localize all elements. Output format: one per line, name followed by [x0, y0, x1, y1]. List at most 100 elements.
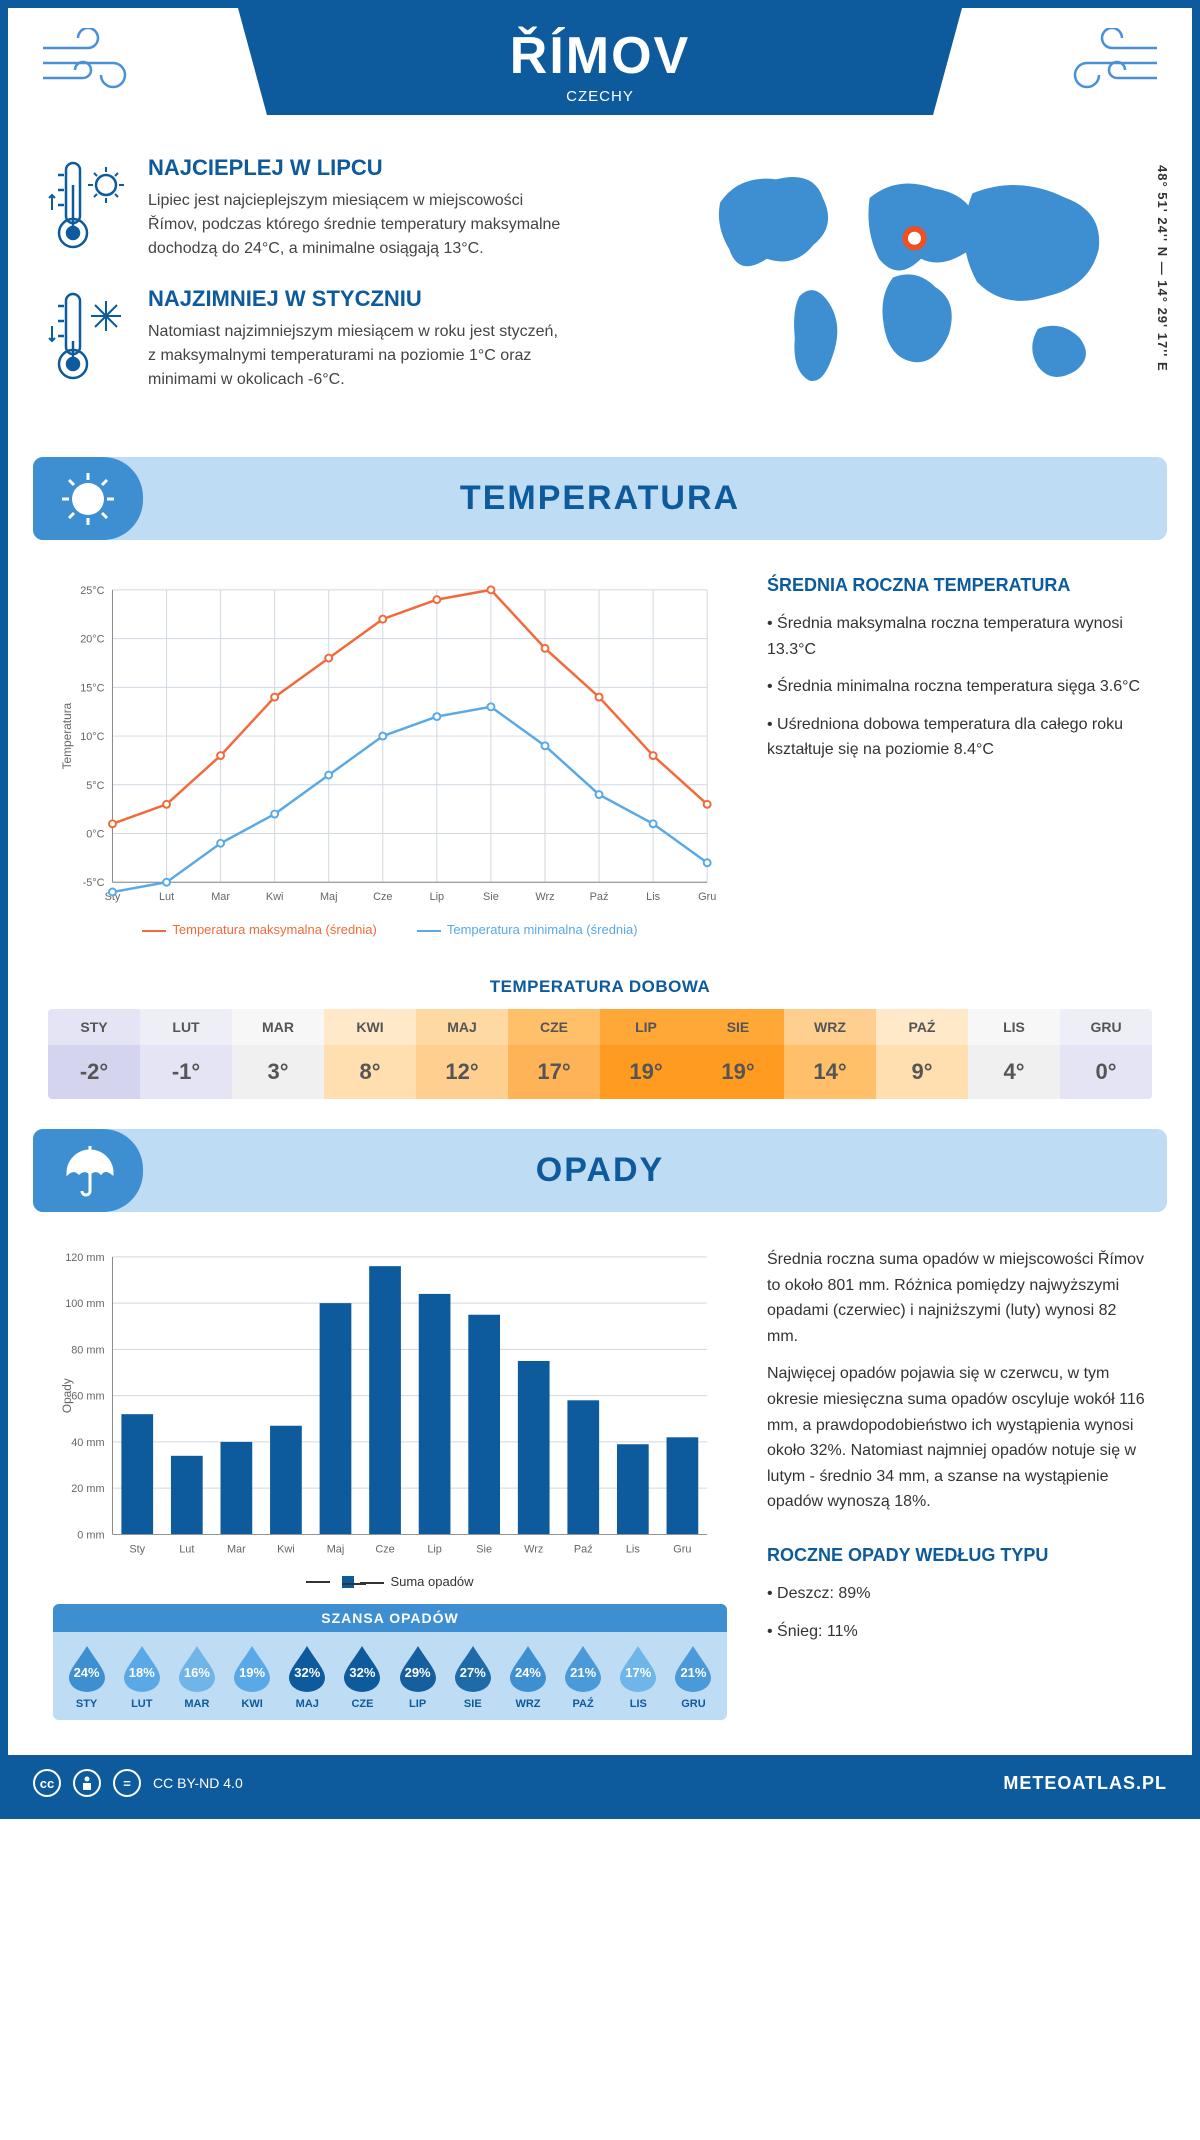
svg-text:40 mm: 40 mm — [71, 1437, 104, 1449]
map-column: 48° 51' 24'' N — 14° 29' 17'' E — [692, 155, 1152, 417]
warmest-text: Lipiec jest najcieplejszym miesiącem w m… — [148, 189, 568, 261]
daily-cell: LIP 19° — [600, 1009, 692, 1099]
rain-drop-cell: 19% KWI — [227, 1644, 278, 1710]
svg-text:Temperatura: Temperatura — [60, 702, 74, 769]
rain-drop-cell: 17% LIS — [613, 1644, 664, 1710]
daily-cell: STY -2° — [48, 1009, 140, 1099]
temperature-banner: TEMPERATURA — [33, 457, 1167, 540]
brand-text: METEOATLAS.PL — [1003, 1773, 1167, 1794]
precip-snow: • Śnieg: 11% — [767, 1619, 1147, 1645]
svg-text:10°C: 10°C — [80, 731, 104, 743]
svg-text:Kwi: Kwi — [266, 891, 284, 903]
coldest-fact: NAJZIMNIEJ W STYCZNIU Natomiast najzimni… — [48, 286, 662, 392]
city-name: ŘÍMOV — [238, 26, 962, 86]
svg-text:Sie: Sie — [476, 1543, 492, 1555]
svg-text:Sie: Sie — [483, 891, 499, 903]
daily-temp-table: STY -2° LUT -1° MAR 3° KWI 8° MAJ 12° CZ… — [48, 1009, 1152, 1099]
svg-text:0°C: 0°C — [86, 828, 104, 840]
svg-text:Lis: Lis — [626, 1543, 640, 1555]
svg-text:120 mm: 120 mm — [65, 1252, 104, 1264]
coldest-text: Natomiast najzimniejszym miesiącem w rok… — [148, 320, 568, 392]
thermometer-snow-icon — [48, 286, 128, 392]
precip-p2: Najwięcej opadów pojawia się w czerwcu, … — [767, 1361, 1147, 1515]
summary-b2: • Średnia minimalna roczna temperatura s… — [767, 674, 1147, 700]
daily-cell: KWI 8° — [324, 1009, 416, 1099]
svg-text:Gru: Gru — [673, 1543, 691, 1555]
world-map-icon — [692, 155, 1152, 405]
daily-cell: CZE 17° — [508, 1009, 600, 1099]
rain-chance-title: SZANSA OPADÓW — [53, 1604, 727, 1632]
svg-text:15°C: 15°C — [80, 682, 104, 694]
summary-title: ŚREDNIA ROCZNA TEMPERATURA — [767, 575, 1147, 596]
rain-drop-cell: 24% STY — [61, 1644, 112, 1710]
temp-legend: Temperatura maksymalna (średnia) Tempera… — [53, 922, 727, 937]
daily-cell: LIS 4° — [968, 1009, 1060, 1099]
sun-icon — [33, 457, 143, 540]
svg-text:Paź: Paź — [590, 891, 609, 903]
umbrella-icon — [33, 1129, 143, 1212]
rain-drop-cell: 24% WRZ — [502, 1644, 553, 1710]
precip-rain: • Deszcz: 89% — [767, 1581, 1147, 1607]
legend-max: Temperatura maksymalna (średnia) — [142, 922, 376, 937]
license-text: CC BY-ND 4.0 — [153, 1775, 243, 1791]
svg-text:Cze: Cze — [375, 1543, 394, 1555]
svg-text:Lut: Lut — [159, 891, 174, 903]
facts-column: NAJCIEPLEJ W LIPCU Lipiec jest najcieple… — [48, 155, 662, 417]
legend-bar: Suma opadów — [306, 1574, 473, 1589]
footer: cc = CC BY-ND 4.0 METEOATLAS.PL — [8, 1755, 1192, 1811]
svg-text:0 mm: 0 mm — [77, 1529, 104, 1541]
coordinates: 48° 51' 24'' N — 14° 29' 17'' E — [1155, 165, 1170, 372]
warmest-title: NAJCIEPLEJ W LIPCU — [148, 155, 568, 181]
by-icon — [73, 1769, 101, 1797]
svg-text:25°C: 25°C — [80, 585, 104, 597]
title-banner: ŘÍMOV CZECHY — [238, 8, 962, 115]
precip-text: Średnia roczna suma opadów w miejscowośc… — [767, 1247, 1147, 1720]
svg-text:80 mm: 80 mm — [71, 1344, 104, 1356]
rain-drop-cell: 29% LIP — [392, 1644, 443, 1710]
svg-text:Maj: Maj — [320, 891, 338, 903]
summary-b3: • Uśredniona dobowa temperatura dla całe… — [767, 712, 1147, 763]
infographic-frame: ŘÍMOV CZECHY NAJCIEPLEJ W LIPCU Lipiec j… — [0, 0, 1200, 1819]
svg-text:Mar: Mar — [227, 1543, 246, 1555]
svg-text:Sty: Sty — [129, 1543, 145, 1555]
daily-cell: LUT -1° — [140, 1009, 232, 1099]
wind-icon — [38, 28, 148, 103]
daily-cell: SIE 19° — [692, 1009, 784, 1099]
daily-cell: WRZ 14° — [784, 1009, 876, 1099]
daily-temp-title: TEMPERATURA DOBOWA — [8, 977, 1192, 997]
svg-text:Paź: Paź — [574, 1543, 593, 1555]
country-name: CZECHY — [238, 88, 962, 105]
svg-text:Lip: Lip — [427, 1543, 442, 1555]
precip-chart: 0 mm20 mm40 mm60 mm80 mm100 mm120 mmStyL… — [53, 1247, 727, 1720]
header-area: ŘÍMOV CZECHY — [8, 8, 1192, 115]
svg-text:Maj: Maj — [327, 1543, 345, 1555]
wind-icon — [1052, 28, 1162, 103]
legend-bar-label: Suma opadów — [360, 1574, 473, 1589]
rain-drop-cell: 18% LUT — [116, 1644, 167, 1710]
daily-cell: MAJ 12° — [416, 1009, 508, 1099]
svg-text:Lut: Lut — [179, 1543, 194, 1555]
rain-drop-cell: 27% SIE — [447, 1644, 498, 1710]
svg-text:20°C: 20°C — [80, 634, 104, 646]
rain-drop-cell: 16% MAR — [171, 1644, 222, 1710]
intro-row: NAJCIEPLEJ W LIPCU Lipiec jest najcieple… — [8, 145, 1192, 447]
svg-text:Cze: Cze — [373, 891, 392, 903]
svg-text:Wrz: Wrz — [524, 1543, 543, 1555]
temperature-chart: -5°C0°C5°C10°C15°C20°C25°CStyLutMarKwiMa… — [53, 575, 727, 937]
precip-legend: Suma opadów — [53, 1574, 727, 1589]
svg-text:5°C: 5°C — [86, 780, 104, 792]
thermometer-sun-icon — [48, 155, 128, 261]
daily-cell: GRU 0° — [1060, 1009, 1152, 1099]
precip-body: 0 mm20 mm40 mm60 mm80 mm100 mm120 mmStyL… — [8, 1237, 1192, 1730]
rain-chance-row: 24% STY 18% LUT 16% MAR 19% KWI 32% MAJ — [53, 1632, 727, 1720]
cc-icon: cc — [33, 1769, 61, 1797]
precip-title: OPADY — [33, 1151, 1167, 1190]
daily-cell: PAŹ 9° — [876, 1009, 968, 1099]
rain-drop-cell: 21% PAŹ — [558, 1644, 609, 1710]
temperature-summary: ŚREDNIA ROCZNA TEMPERATURA • Średnia mak… — [767, 575, 1147, 937]
rain-chance-panel: SZANSA OPADÓW 24% STY 18% LUT 16% MAR 19… — [53, 1604, 727, 1720]
coldest-title: NAJZIMNIEJ W STYCZNIU — [148, 286, 568, 312]
temperature-title: TEMPERATURA — [33, 479, 1167, 518]
svg-text:100 mm: 100 mm — [65, 1298, 104, 1310]
rain-drop-cell: 21% GRU — [668, 1644, 719, 1710]
